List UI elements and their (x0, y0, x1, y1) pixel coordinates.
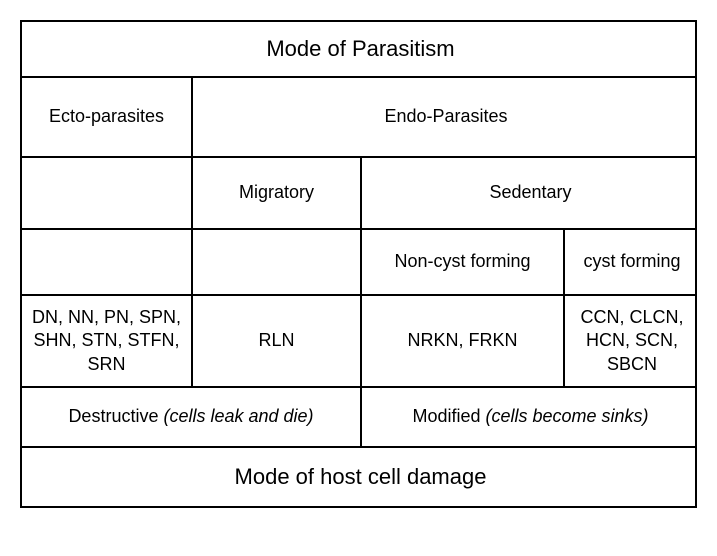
endo-parasites-header: Endo-Parasites (191, 78, 699, 156)
noncyst-species-list: NRKN, FRKN (360, 296, 563, 386)
endo-subtype-row: Migratory Sedentary (22, 156, 695, 228)
sedentary-header: Sedentary (360, 158, 699, 228)
blank-cell (191, 230, 360, 294)
blank-cell (22, 230, 191, 294)
destructive-label: Destructive (68, 406, 163, 426)
modified-label: Modified (412, 406, 485, 426)
footer-row: Mode of host cell damage (22, 446, 695, 506)
destructive-note: (cells leak and die) (163, 406, 313, 426)
species-codes-row: DN, NN, PN, SPN, SHN, STN, STFN, SRN RLN… (22, 294, 695, 386)
table-footer: Mode of host cell damage (22, 448, 699, 506)
cyst-species-list: CCN, CLCN, HCN, SCN, SBCN (563, 296, 699, 386)
ecto-species-list: DN, NN, PN, SPN, SHN, STN, STFN, SRN (22, 296, 191, 386)
blank-cell (22, 158, 191, 228)
cyst-forming-header: cyst forming (563, 230, 699, 294)
modified-note: (cells become sinks) (486, 406, 649, 426)
migratory-species-list: RLN (191, 296, 360, 386)
migratory-header: Migratory (191, 158, 360, 228)
title-row: Mode of Parasitism (22, 22, 695, 76)
non-cyst-forming-header: Non-cyst forming (360, 230, 563, 294)
parasite-type-row: Ecto-parasites Endo-Parasites (22, 76, 695, 156)
destructive-cell: Destructive (cells leak and die) (22, 388, 360, 446)
table-title: Mode of Parasitism (22, 22, 699, 76)
sedentary-subtype-row: Non-cyst forming cyst forming (22, 228, 695, 294)
ecto-parasites-header: Ecto-parasites (22, 78, 191, 156)
parasitism-table: Mode of Parasitism Ecto-parasites Endo-P… (20, 20, 697, 508)
damage-mode-row: Destructive (cells leak and die) Modifie… (22, 386, 695, 446)
modified-cell: Modified (cells become sinks) (360, 388, 699, 446)
